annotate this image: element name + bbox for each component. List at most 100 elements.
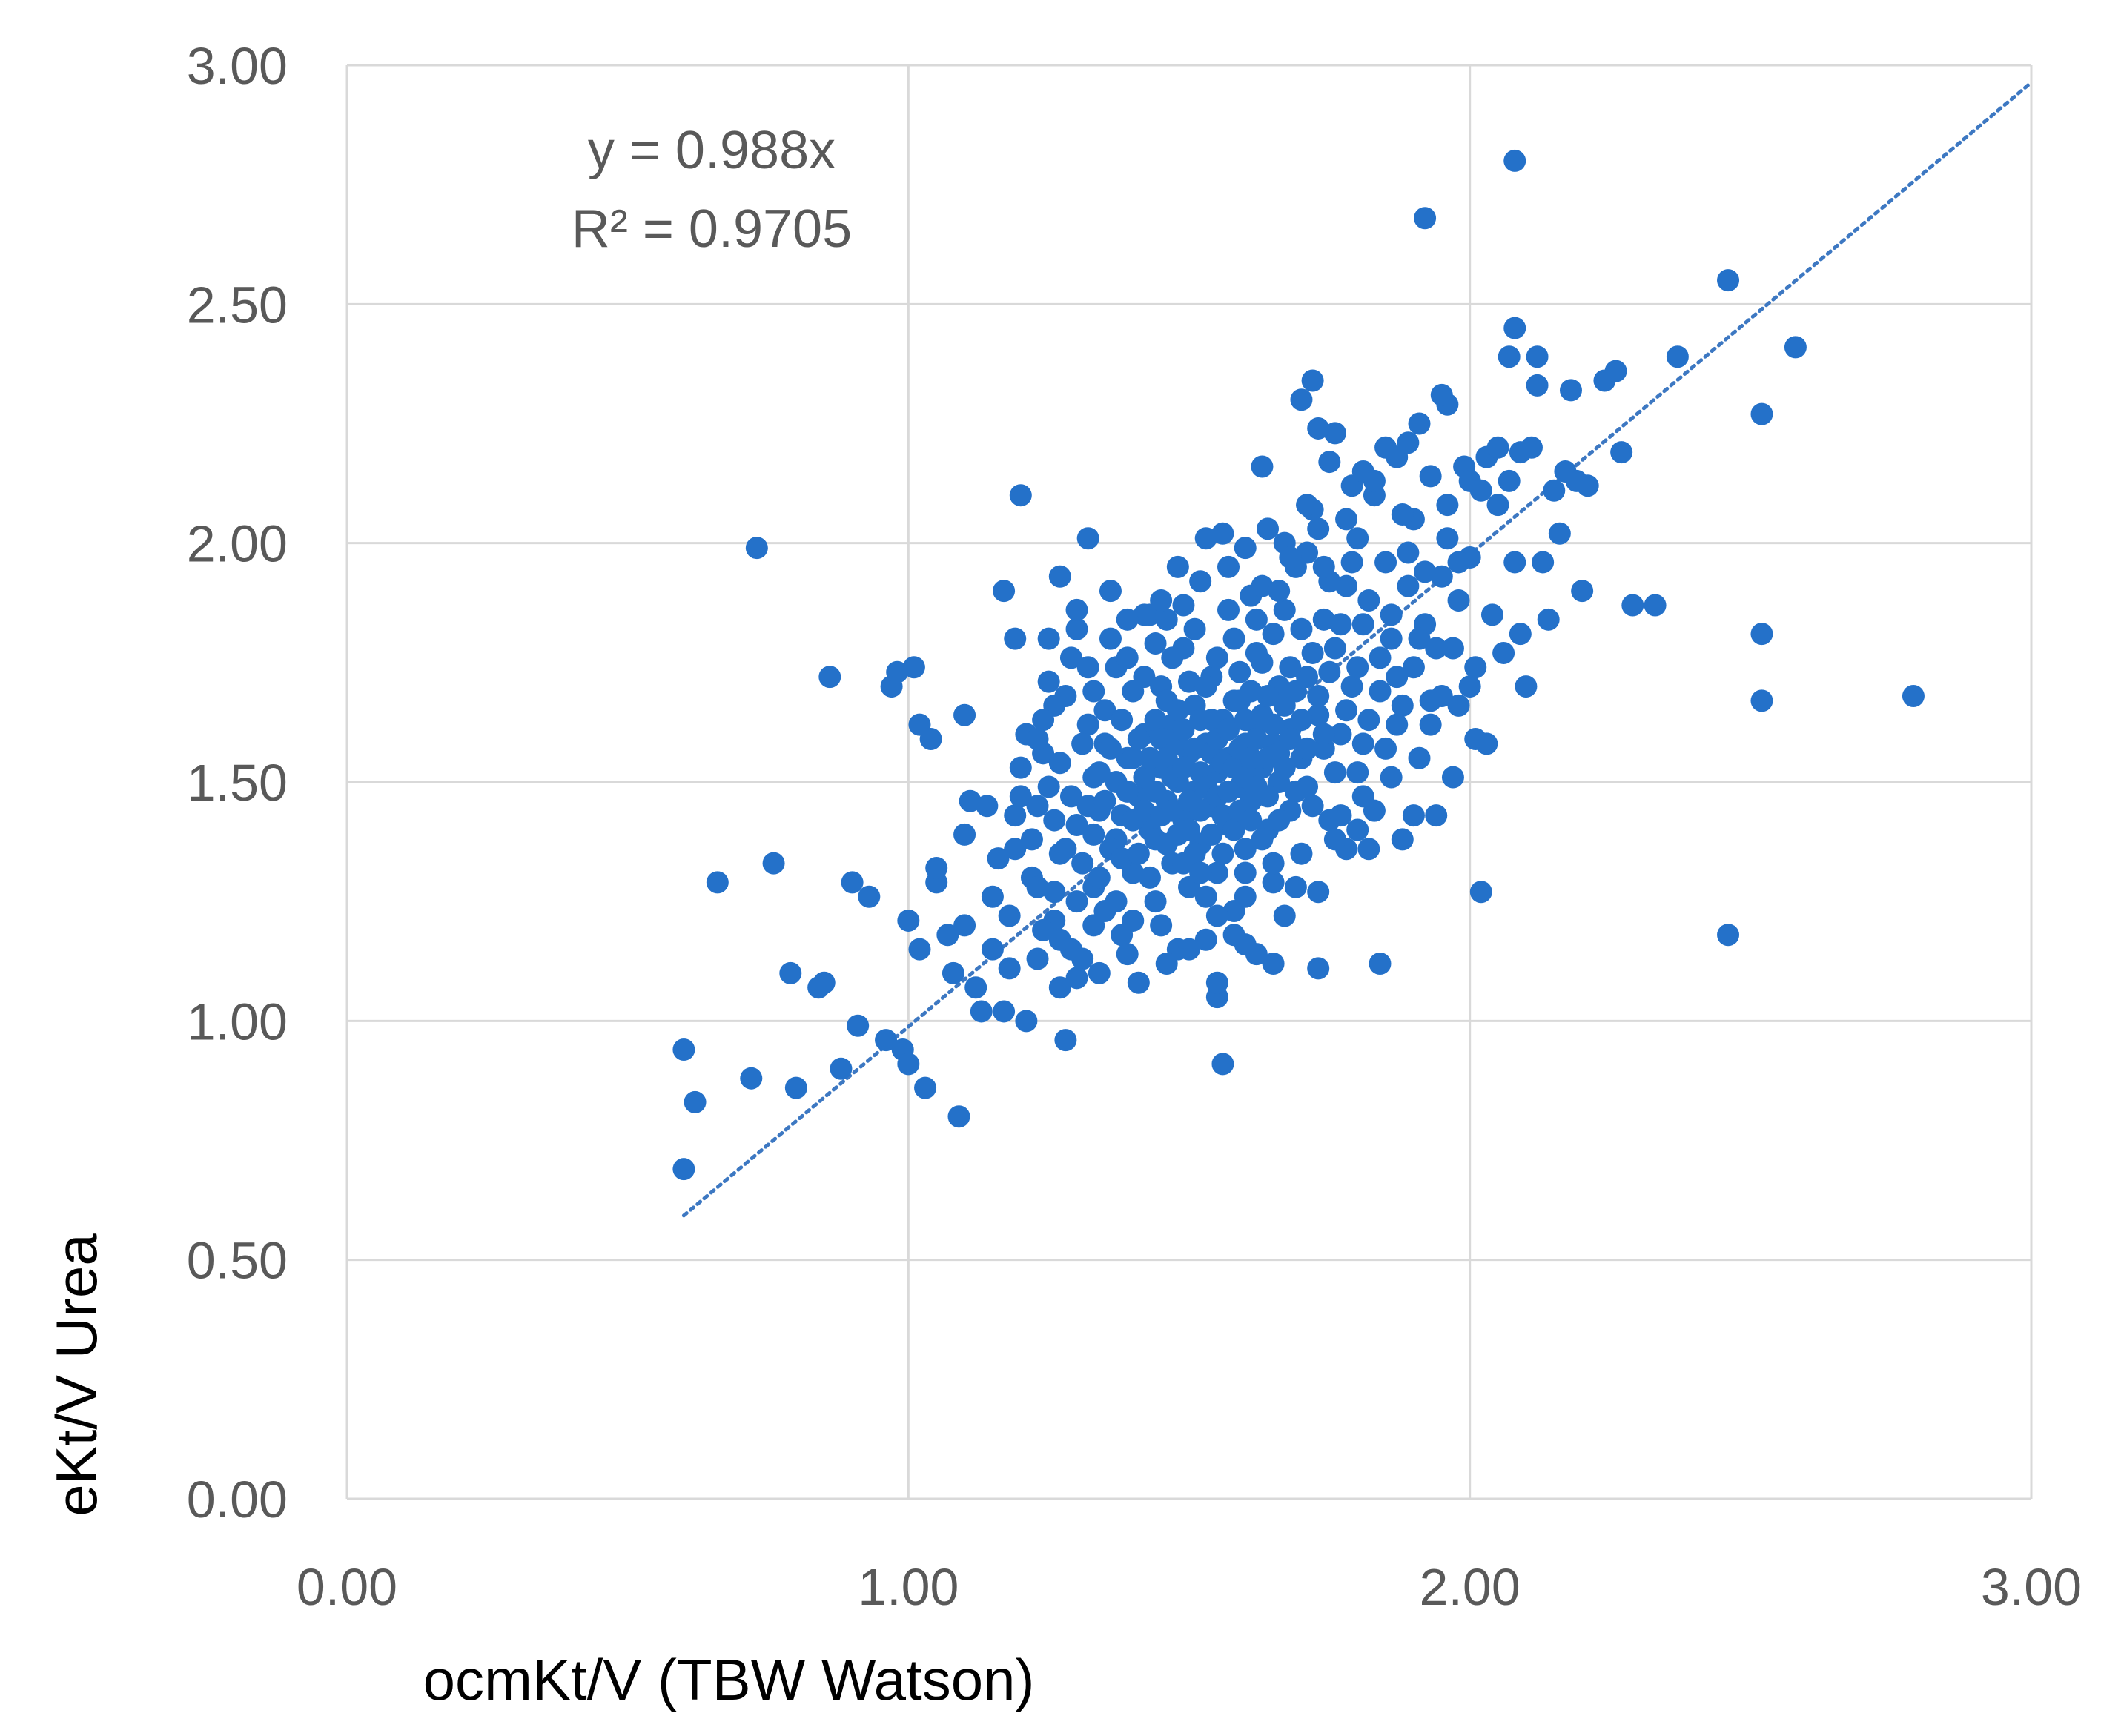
data-point-0-401 — [1318, 451, 1341, 474]
data-point-0-182 — [1503, 149, 1526, 172]
data-point-0-279 — [1200, 823, 1223, 846]
data-point-0-334 — [1351, 732, 1374, 755]
data-point-0-223 — [1082, 680, 1105, 703]
data-point-0-417 — [1048, 976, 1071, 999]
data-point-0-160 — [1402, 656, 1425, 679]
data-point-0-413 — [1155, 952, 1178, 975]
data-point-0-422 — [1245, 608, 1268, 631]
data-point-0-98 — [1194, 928, 1217, 951]
data-point-0-240 — [1122, 909, 1145, 932]
data-point-0-222 — [1076, 795, 1099, 818]
data-point-0-180 — [1492, 641, 1515, 664]
data-point-0-107 — [1222, 627, 1245, 650]
data-point-0-38 — [976, 795, 999, 818]
data-point-0-184 — [1503, 551, 1526, 574]
data-point-0-317 — [1279, 727, 1302, 750]
data-point-0-414 — [1189, 861, 1212, 884]
data-point-0-427 — [1346, 818, 1369, 841]
x-axis-tick-labels: 0.00 1.00 2.00 3.00 — [297, 1558, 2082, 1616]
data-point-0-252 — [1150, 727, 1173, 750]
data-point-0-171 — [1447, 589, 1470, 612]
x-tick-label-3: 3.00 — [1981, 1558, 2082, 1616]
data-point-0-332 — [1340, 551, 1363, 574]
data-point-0-42 — [993, 580, 1016, 603]
data-point-0-370 — [1307, 517, 1330, 540]
data-point-0-234 — [1111, 709, 1134, 732]
data-point-0-62 — [1076, 527, 1099, 550]
data-point-0-220 — [1071, 732, 1094, 755]
data-point-0-84 — [1155, 608, 1178, 631]
data-point-0-6 — [762, 852, 785, 875]
data-point-0-166 — [1425, 804, 1448, 827]
data-point-0-327 — [1318, 660, 1341, 683]
data-point-0-359 — [1178, 938, 1200, 961]
data-point-0-262 — [1166, 699, 1189, 722]
data-point-0-26 — [919, 727, 942, 750]
data-point-0-248 — [1144, 780, 1167, 803]
data-point-0-289 — [1217, 598, 1240, 621]
data-point-0-211 — [1032, 918, 1055, 941]
data-point-0-349 — [1032, 709, 1055, 732]
data-point-0-277 — [1194, 885, 1217, 908]
data-point-0-197 — [1604, 360, 1627, 382]
data-point-0-204 — [1750, 623, 1773, 646]
data-point-0-104 — [1211, 522, 1234, 545]
data-point-0-186 — [1515, 675, 1538, 698]
data-point-0-47 — [1015, 1010, 1038, 1033]
data-point-0-126 — [1273, 904, 1296, 927]
data-point-0-292 — [1222, 818, 1245, 841]
data-point-0-219 — [1065, 890, 1088, 913]
y-tick-label-6: 3.00 — [187, 37, 288, 95]
data-point-0-40 — [987, 847, 1010, 870]
y-tick-label-0: 0.00 — [187, 1471, 288, 1528]
data-point-0-377 — [1402, 804, 1425, 827]
y-axis-tick-labels: 0.00 0.50 1.00 1.50 2.00 2.50 3.00 — [187, 37, 288, 1528]
data-point-0-265 — [1172, 718, 1195, 741]
data-point-0-339 — [1397, 541, 1420, 564]
data-point-0-2 — [684, 1090, 707, 1113]
data-point-0-212 — [1037, 775, 1060, 798]
data-point-0-221 — [1071, 852, 1094, 875]
data-point-0-419 — [1116, 608, 1139, 631]
data-point-0-411 — [1065, 967, 1088, 990]
data-point-0-136 — [1307, 881, 1330, 904]
data-point-0-291 — [1222, 689, 1245, 712]
data-point-0-287 — [1217, 718, 1240, 741]
data-point-0-194 — [1571, 580, 1594, 603]
data-point-0-199 — [1644, 594, 1667, 617]
data-point-0-157 — [1391, 694, 1414, 717]
data-point-0-286 — [1211, 842, 1234, 865]
data-point-0-232 — [1105, 890, 1128, 913]
data-point-0-346 — [1004, 838, 1027, 861]
data-point-0-426 — [1329, 804, 1352, 827]
data-point-0-412 — [1088, 961, 1111, 984]
data-point-0-353 — [1082, 914, 1105, 937]
data-point-0-60 — [1071, 947, 1094, 970]
data-point-0-228 — [1093, 789, 1116, 812]
data-point-0-36 — [964, 976, 987, 999]
data-point-0-142 — [1329, 723, 1352, 746]
data-point-0-365 — [1251, 574, 1274, 597]
data-point-0-302 — [1245, 727, 1268, 750]
data-point-0-376 — [1391, 503, 1414, 526]
data-point-0-271 — [1183, 617, 1206, 640]
y-tick-label-4: 2.00 — [187, 515, 288, 573]
data-point-0-75 — [1127, 971, 1150, 994]
data-point-0-352 — [1065, 598, 1088, 621]
data-point-0-428 — [1357, 838, 1380, 861]
data-point-0-313 — [1268, 809, 1291, 832]
data-point-0-225 — [1088, 761, 1111, 784]
trendline-equation: y = 0.988x — [588, 121, 836, 180]
data-point-0-11 — [818, 666, 841, 689]
data-point-0-4 — [740, 1067, 763, 1090]
data-point-0-350 — [1037, 670, 1060, 693]
data-point-0-25 — [914, 1076, 937, 1099]
data-point-0-383 — [1301, 369, 1324, 392]
data-point-0-154 — [1374, 737, 1397, 760]
data-point-0-68 — [1099, 580, 1122, 603]
data-point-0-369 — [1296, 541, 1319, 564]
data-point-0-51 — [1037, 627, 1060, 650]
data-point-0-270 — [1183, 842, 1206, 865]
data-point-0-5 — [745, 537, 768, 560]
